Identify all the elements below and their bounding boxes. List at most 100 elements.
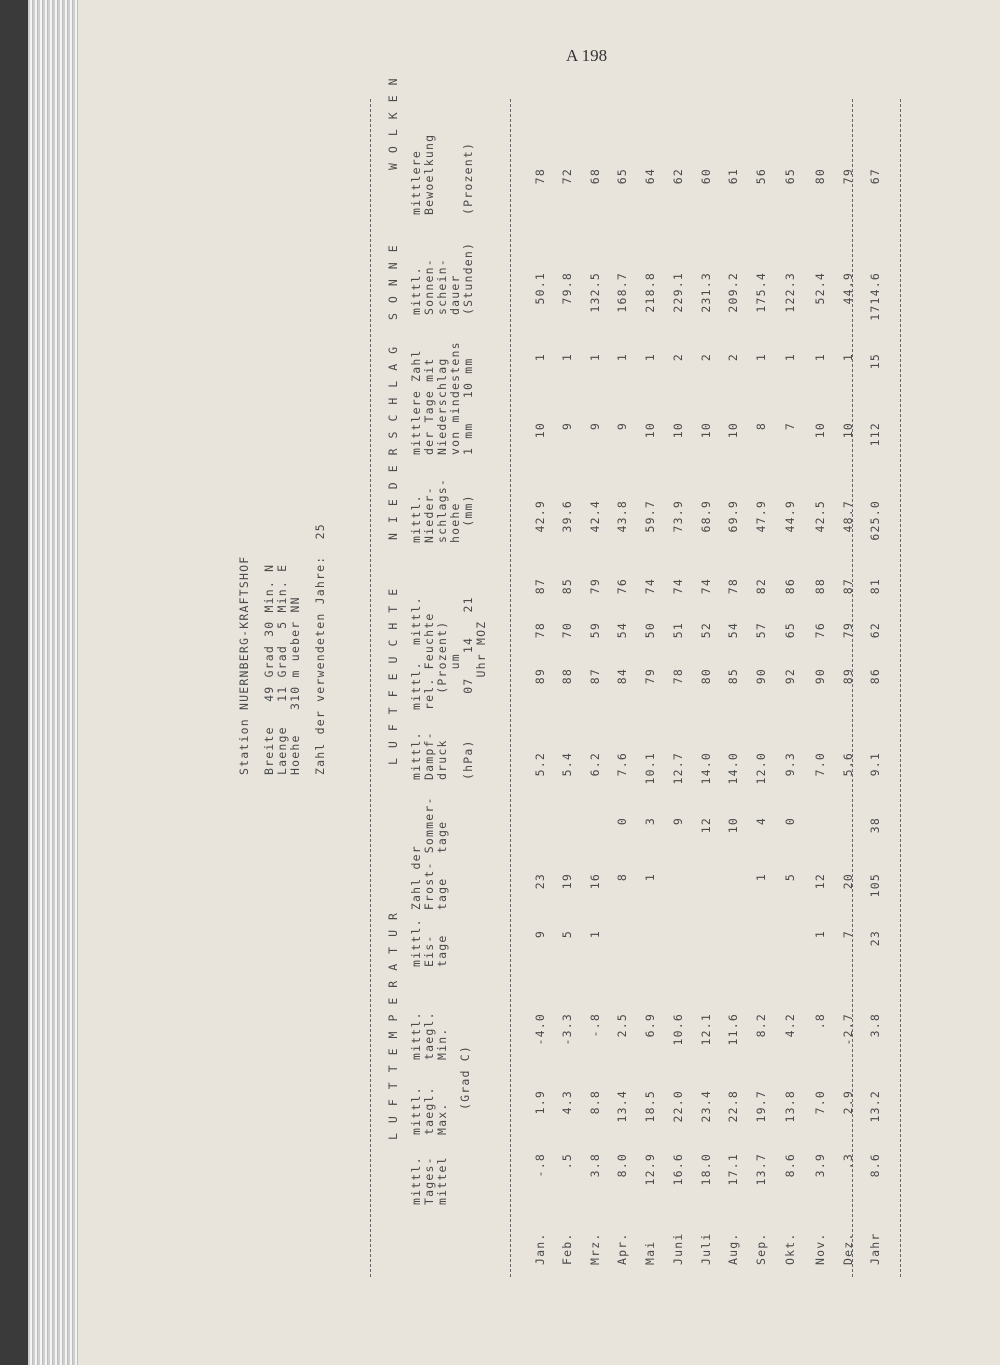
- table-cell: 15: [868, 353, 882, 370]
- table-cell: 44.9: [841, 272, 855, 305]
- table-cell: 1: [588, 353, 602, 362]
- row-label-juli: Juli: [699, 1232, 713, 1266]
- table-cell: 23: [533, 873, 547, 890]
- divider-header: [510, 99, 511, 1277]
- table-cell: 122.3: [783, 272, 797, 313]
- table-cell: 20: [841, 873, 855, 890]
- table-cell: 43.8: [615, 500, 629, 533]
- table-cell: 78: [726, 578, 740, 595]
- row-label-jahr: Jahr: [868, 1232, 882, 1266]
- table-cell: 231.3: [699, 272, 713, 313]
- table-cell: 18.5: [643, 1090, 657, 1123]
- row-label-dez: Dez.: [841, 1232, 855, 1266]
- book-spine: [0, 0, 28, 1365]
- table-cell: 7.6: [615, 752, 629, 777]
- table-cell: 42.5: [813, 500, 827, 533]
- table-cell: 19.7: [754, 1090, 768, 1123]
- table-cell: 22.0: [671, 1090, 685, 1123]
- table-cell: 12.7: [671, 752, 685, 785]
- divider-bottom: [900, 99, 901, 1277]
- table-cell: 8.8: [588, 1090, 602, 1115]
- table-cell: 9: [615, 422, 629, 431]
- table-cell: 78: [533, 168, 547, 185]
- table-cell: 10: [671, 422, 685, 439]
- table-cell: 87: [841, 578, 855, 595]
- table-cell: 2.9: [841, 1090, 855, 1115]
- row-label-nov: Nov.: [813, 1232, 827, 1266]
- table-cell: 72: [560, 168, 574, 185]
- table-cell: 76: [615, 578, 629, 595]
- table-cell: 1: [560, 353, 574, 362]
- table-cell: 14.0: [726, 752, 740, 785]
- table-cell: 1714.6: [868, 272, 882, 321]
- table-cell: 10: [533, 422, 547, 439]
- row-label-feb: Feb.: [560, 1232, 574, 1266]
- table-cell: 50.1: [533, 272, 547, 305]
- table-cell: 79: [588, 578, 602, 595]
- table-cell: 7.0: [813, 752, 827, 777]
- table-cell: 5.4: [560, 752, 574, 777]
- table-cell: 85: [560, 578, 574, 595]
- column-header-line: (hPa): [461, 739, 475, 780]
- row-label-apr: Apr.: [615, 1232, 629, 1266]
- table-cell: 82: [754, 578, 768, 595]
- table-cell: 79.8: [560, 272, 574, 305]
- table-cell: 1: [615, 353, 629, 362]
- column-header-line: Uhr MOZ: [474, 620, 488, 710]
- table-cell: 14.0: [699, 752, 713, 785]
- table-cell: 42.4: [588, 500, 602, 533]
- table-cell: 2.5: [615, 1013, 629, 1038]
- table-cell: 10: [813, 422, 827, 439]
- table-cell: 8.2: [754, 1013, 768, 1038]
- column-header-line: 1 mm 10 mm: [461, 357, 475, 455]
- column-header-line: tage tage tage: [435, 820, 449, 967]
- table-cell: 1: [783, 353, 797, 362]
- table-cell: 74: [643, 578, 657, 595]
- table-cell: 3.8: [868, 1013, 882, 1038]
- table-cell: 64: [643, 168, 657, 185]
- table-cell: 79: [841, 168, 855, 185]
- table-cell: 56: [754, 168, 768, 185]
- table-cell: 44.9: [783, 500, 797, 533]
- table-cell: 61: [726, 168, 740, 185]
- table-cell: 10: [841, 422, 855, 439]
- table-cell: 47.9: [754, 500, 768, 533]
- table-cell: 74: [699, 578, 713, 595]
- column-header-line: mittel: [435, 1156, 449, 1205]
- table-cell: 62: [671, 168, 685, 185]
- column-header-line: (Stunden): [461, 241, 475, 315]
- table-cell: 81: [868, 578, 882, 595]
- table-cell: 10: [726, 422, 740, 439]
- table-cell: 6.9: [643, 1013, 657, 1038]
- table-cell: 1: [841, 353, 855, 362]
- column-header-line: (mm): [461, 494, 475, 543]
- table-cell: 65: [783, 168, 797, 185]
- page-number: A 198: [566, 46, 608, 65]
- table-cell: 10: [643, 422, 657, 439]
- table-cell: 19: [560, 873, 574, 890]
- table-cell: 73.9: [671, 500, 685, 533]
- table-cell: 5.2: [533, 752, 547, 777]
- table-cell: 6.2: [588, 752, 602, 777]
- table-cell: 1: [754, 353, 768, 362]
- table-cell: 5.6: [841, 752, 855, 777]
- table-cell: 13.8: [783, 1090, 797, 1123]
- table-cell: 22.8: [726, 1090, 740, 1123]
- row-label-sep: Sep.: [754, 1232, 768, 1266]
- table-cell: 1: [813, 353, 827, 362]
- table-cell: 209.2: [726, 272, 740, 313]
- table-cell: 10: [699, 422, 713, 439]
- coord-altitude: Hoehe 310 m ueber NN: [288, 596, 302, 775]
- row-label-okt: Okt.: [783, 1232, 797, 1266]
- table-cell: 9: [588, 422, 602, 431]
- table-cell: 68.9: [699, 500, 713, 533]
- table-cell: 65: [615, 168, 629, 185]
- table-cell: 16: [588, 873, 602, 890]
- table-cell: 52.4: [813, 272, 827, 305]
- station-name: Station NUERNBERG-KRAFTSHOF: [237, 555, 251, 775]
- table-cell: 60: [699, 168, 713, 185]
- row-label-mrz: Mrz.: [588, 1232, 602, 1266]
- table-cell: 9.3: [783, 752, 797, 777]
- table-cell: 1.9: [533, 1090, 547, 1115]
